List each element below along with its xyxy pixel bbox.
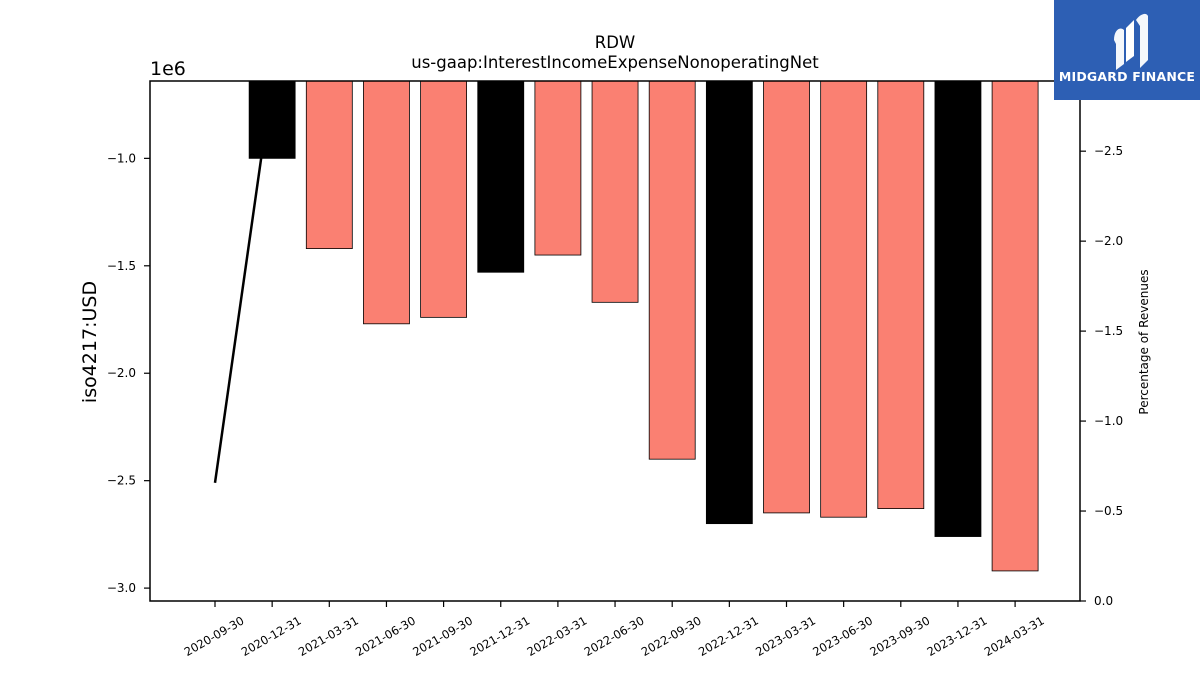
bar-2023-06-30 — [820, 80, 868, 518]
logo-text: MIDGARD FINANCE — [1058, 69, 1196, 84]
bar-2023-09-30 — [877, 80, 925, 510]
x-tick-label-2023-03-31: 2023-03-31 — [753, 613, 818, 659]
y-tick-label-2: −2.0 — [107, 366, 136, 380]
right-y-axis-label: Percentage of Revenues — [1137, 269, 1151, 414]
chart-title: RDW — [595, 33, 636, 52]
y-tick-label-4: −3.0 — [107, 581, 136, 595]
x-tick-label-2023-06-30: 2023-06-30 — [810, 613, 875, 659]
x-tick-label-2022-06-30: 2022-06-30 — [582, 613, 647, 659]
x-tick-label-2021-03-31: 2021-03-31 — [296, 613, 361, 659]
x-tick-label-2021-12-31: 2021-12-31 — [467, 613, 532, 659]
bars-layer — [248, 80, 1039, 572]
y-tick-label-0: −1.0 — [107, 151, 136, 165]
right-y-tick-label-1: −2.0 — [1094, 234, 1123, 248]
y-axis-label: iso4217:USD — [79, 281, 101, 403]
x-tick-label-2020-09-30: 2020-09-30 — [182, 613, 247, 659]
right-y-tick-label-0: −2.5 — [1094, 144, 1123, 158]
bar-2022-12-31 — [705, 80, 753, 525]
line-layer — [213, 81, 274, 483]
x-tick-label-2022-03-31: 2022-03-31 — [525, 613, 590, 659]
bar-2023-03-31 — [763, 80, 810, 514]
right-y-tick-label-5: 0.0 — [1094, 594, 1113, 608]
midgard-finance-logo: MIDGARD FINANCE — [1054, 0, 1200, 100]
x-tick-label-2023-12-31: 2023-12-31 — [925, 613, 990, 659]
bar-2022-03-31 — [534, 80, 582, 256]
y-axis-offset-text: 1e6 — [150, 58, 186, 80]
bar-2022-09-30 — [648, 80, 696, 460]
bar-2020-12-31 — [248, 80, 296, 159]
right-y-tick-label-2: −1.5 — [1094, 324, 1123, 338]
x-tick-label-2022-09-30: 2022-09-30 — [639, 613, 704, 659]
bar-2022-06-30 — [591, 80, 639, 303]
right-y-tick-label-3: −1.0 — [1094, 414, 1123, 428]
x-tick-label-2021-09-30: 2021-09-30 — [410, 613, 475, 659]
x-tick-label-2022-12-31: 2022-12-31 — [696, 613, 761, 659]
bar-2024-03-31 — [991, 80, 1039, 572]
right-y-tick-label-4: −0.5 — [1094, 504, 1123, 518]
bar-2021-06-30 — [363, 80, 410, 325]
bar-2021-09-30 — [420, 80, 468, 318]
y-tick-label-3: −2.5 — [107, 474, 136, 488]
x-tick-label-2021-06-30: 2021-06-30 — [353, 613, 418, 659]
y-tick-label-1: −1.5 — [107, 259, 136, 273]
x-tick-label-2024-03-31: 2024-03-31 — [982, 613, 1047, 659]
bar-2021-12-31 — [477, 80, 525, 273]
series-line — [213, 81, 274, 483]
logo-mark-icon — [1114, 13, 1148, 70]
bar-2021-03-31 — [305, 80, 353, 250]
x-tick-label-2023-09-30: 2023-09-30 — [867, 613, 932, 659]
chart-subtitle: us-gaap:InterestIncomeExpenseNonoperatin… — [411, 53, 819, 72]
x-tick-label-2020-12-31: 2020-12-31 — [239, 613, 304, 659]
bar-2023-12-31 — [934, 80, 982, 537]
